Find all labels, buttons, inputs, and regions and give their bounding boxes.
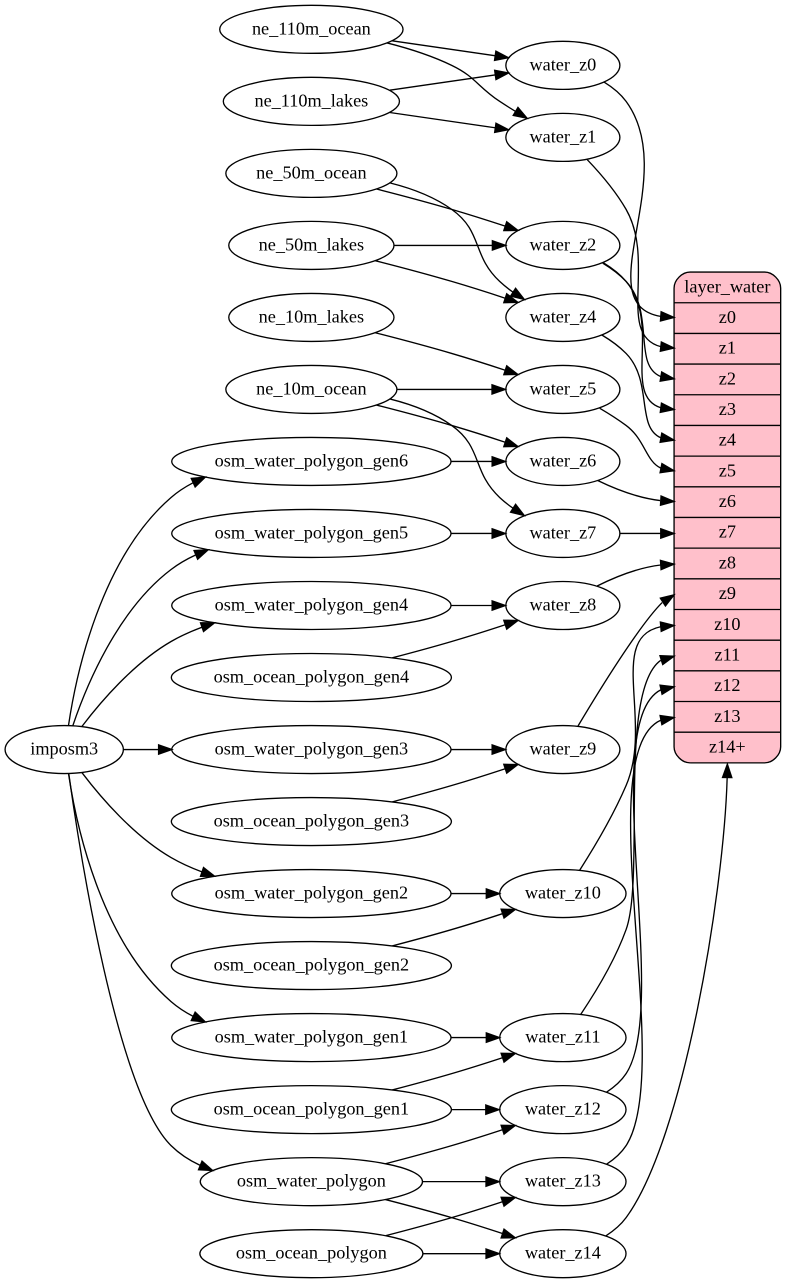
svg-text:osm_water_polygon: osm_water_polygon: [237, 1171, 386, 1191]
svg-text:imposm3: imposm3: [30, 738, 98, 758]
svg-text:water_z10: water_z10: [525, 882, 601, 902]
svg-text:osm_water_polygon_gen2: osm_water_polygon_gen2: [215, 882, 409, 902]
svg-text:z13: z13: [714, 706, 740, 726]
svg-text:layer_water: layer_water: [684, 276, 770, 296]
svg-text:water_z13: water_z13: [525, 1171, 601, 1191]
svg-text:osm_water_polygon_gen3: osm_water_polygon_gen3: [215, 738, 409, 758]
svg-text:water_z0: water_z0: [529, 54, 596, 74]
svg-text:water_z6: water_z6: [529, 450, 596, 470]
svg-text:water_z11: water_z11: [525, 1027, 600, 1047]
svg-text:osm_ocean_polygon_gen3: osm_ocean_polygon_gen3: [214, 810, 410, 830]
svg-text:z9: z9: [719, 583, 736, 603]
svg-text:ne_10m_ocean: ne_10m_ocean: [256, 378, 366, 398]
svg-text:z8: z8: [719, 552, 736, 572]
svg-text:water_z5: water_z5: [529, 378, 596, 398]
svg-text:z4: z4: [719, 430, 736, 450]
svg-text:water_z2: water_z2: [529, 234, 596, 254]
svg-text:ne_50m_lakes: ne_50m_lakes: [259, 234, 364, 254]
svg-text:osm_water_polygon_gen1: osm_water_polygon_gen1: [215, 1027, 409, 1047]
svg-text:z6: z6: [719, 491, 736, 511]
svg-text:ne_50m_ocean: ne_50m_ocean: [256, 162, 366, 182]
svg-text:z11: z11: [715, 644, 741, 664]
svg-text:ne_10m_lakes: ne_10m_lakes: [259, 306, 364, 326]
svg-text:z14+: z14+: [709, 736, 746, 756]
svg-text:z5: z5: [719, 460, 736, 480]
svg-text:z3: z3: [719, 399, 736, 419]
svg-text:water_z1: water_z1: [529, 126, 596, 146]
svg-text:osm_ocean_polygon_gen2: osm_ocean_polygon_gen2: [214, 955, 410, 975]
svg-text:water_z12: water_z12: [525, 1099, 601, 1119]
svg-text:osm_water_polygon_gen6: osm_water_polygon_gen6: [215, 450, 409, 470]
svg-text:water_z4: water_z4: [529, 306, 596, 326]
svg-text:water_z14: water_z14: [525, 1243, 601, 1263]
svg-text:osm_water_polygon_gen4: osm_water_polygon_gen4: [215, 594, 409, 614]
svg-text:z2: z2: [719, 368, 736, 388]
svg-text:osm_ocean_polygon_gen4: osm_ocean_polygon_gen4: [214, 666, 410, 686]
svg-text:ne_110m_lakes: ne_110m_lakes: [254, 90, 368, 110]
svg-text:osm_ocean_polygon: osm_ocean_polygon: [236, 1243, 387, 1263]
svg-text:osm_water_polygon_gen5: osm_water_polygon_gen5: [215, 522, 409, 542]
svg-text:z0: z0: [719, 307, 736, 327]
svg-text:z1: z1: [719, 338, 736, 358]
svg-text:osm_ocean_polygon_gen1: osm_ocean_polygon_gen1: [214, 1099, 410, 1119]
svg-text:ne_110m_ocean: ne_110m_ocean: [252, 18, 371, 38]
svg-text:z7: z7: [719, 522, 736, 542]
svg-text:z10: z10: [714, 614, 740, 634]
svg-text:water_z8: water_z8: [529, 594, 596, 614]
svg-text:z12: z12: [714, 675, 740, 695]
svg-text:water_z9: water_z9: [529, 738, 596, 758]
svg-text:water_z7: water_z7: [529, 522, 596, 542]
